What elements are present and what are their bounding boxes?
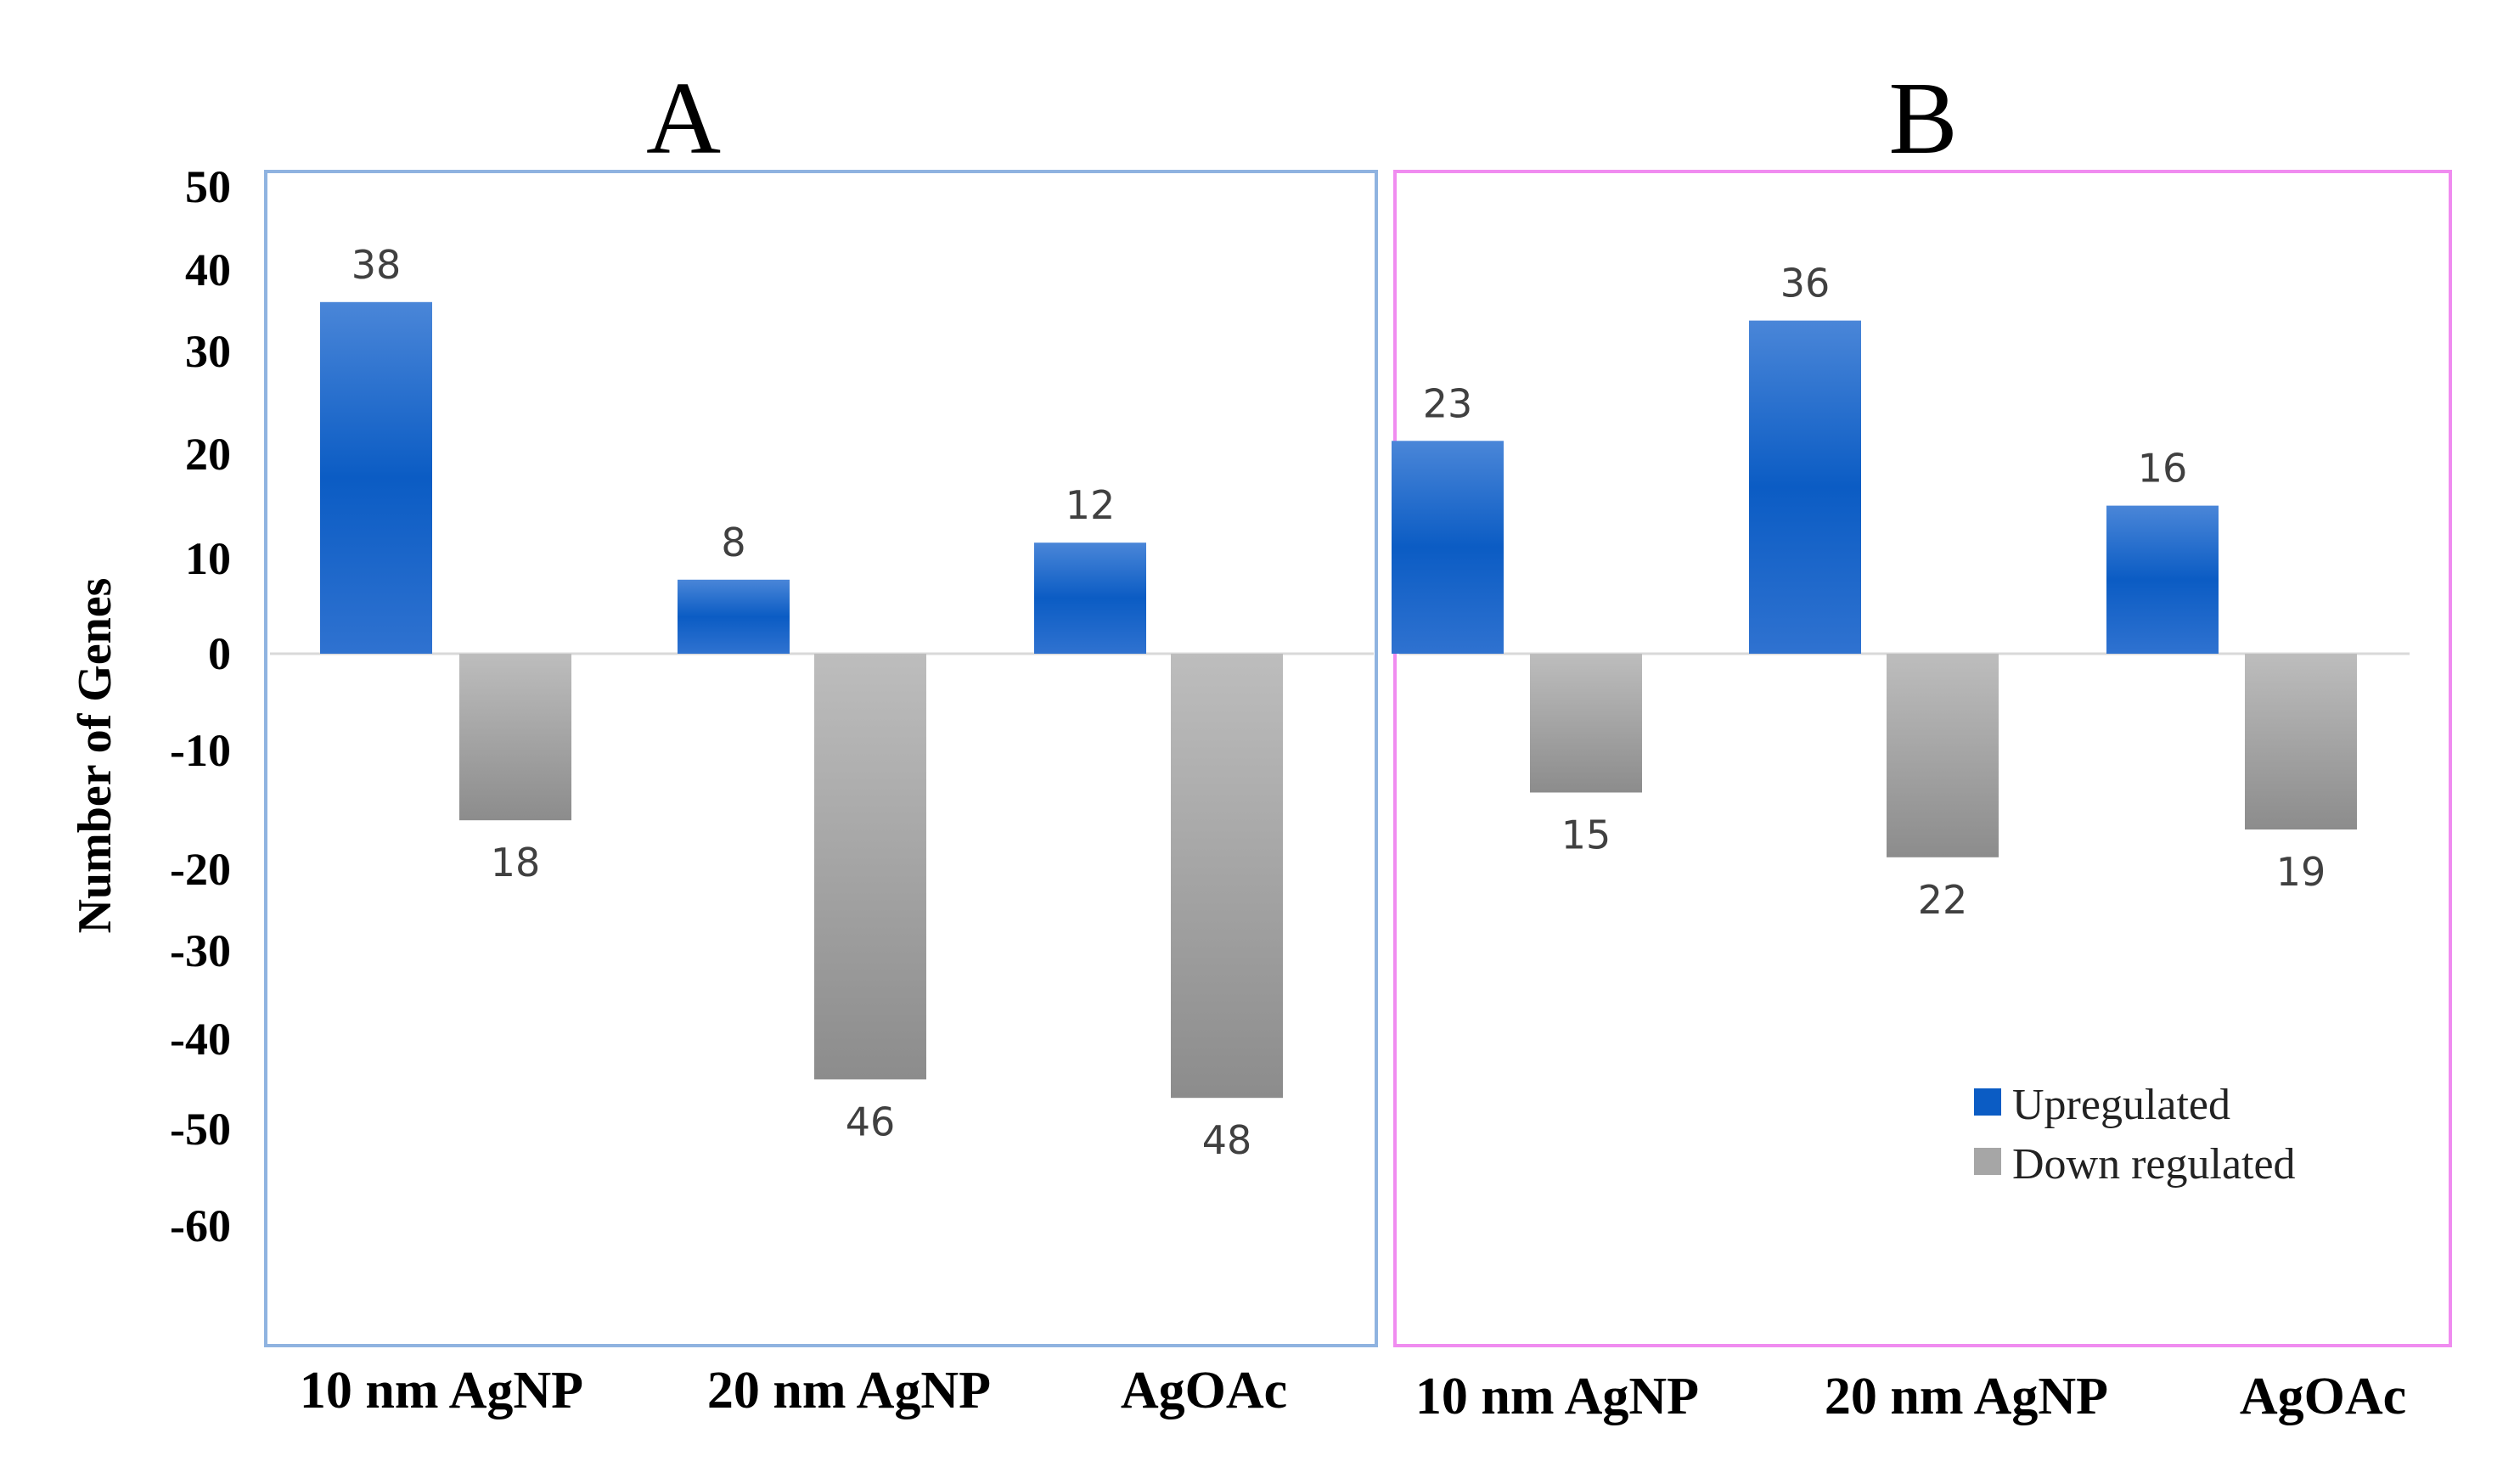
x-category-label-a-1: 10 nm AgNP [300, 1362, 583, 1419]
legend: Upregulated Down regulated [1974, 1081, 2296, 1189]
bar-upregulated [320, 301, 432, 654]
x-category-label-b-1: 10 nm AgNP [1415, 1368, 1699, 1425]
legend-swatch-upregulated [1974, 1088, 2001, 1116]
y-tick-label: -30 [170, 925, 231, 976]
legend-swatch-down-regulated [1974, 1148, 2001, 1175]
bar-down-regulated [1887, 654, 1999, 857]
bar-upregulated [678, 579, 790, 654]
y-tick-label: -40 [170, 1014, 231, 1065]
y-tick-label: 30 [185, 326, 231, 377]
bar-down-regulated [2245, 654, 2357, 830]
y-tick-label: 10 [185, 533, 231, 584]
bar-upregulated [1392, 441, 1504, 654]
bar-down-regulated [1530, 654, 1642, 793]
panel-a-frame [264, 170, 1378, 1347]
data-label-down-regulated: 48 [1202, 1117, 1252, 1163]
data-label-down-regulated: 19 [2276, 849, 2326, 895]
panel-a-title: A [646, 61, 721, 176]
bar-upregulated [1034, 542, 1146, 654]
data-label-upregulated: 36 [1780, 261, 1831, 306]
data-label-upregulated: 38 [352, 242, 402, 288]
y-tick-label: -20 [170, 844, 231, 895]
data-label-down-regulated: 46 [846, 1099, 896, 1144]
bar-down-regulated [459, 654, 571, 821]
data-label-upregulated: 16 [2138, 446, 2188, 492]
data-label-down-regulated: 15 [1561, 812, 1611, 858]
data-label-down-regulated: 22 [1918, 877, 1968, 923]
y-tick-label: 0 [208, 628, 231, 679]
y-tick-label: -10 [170, 725, 231, 776]
data-label-down-regulated: 18 [491, 840, 541, 885]
panel-b-title: B [1888, 61, 1957, 176]
y-tick-label: 20 [185, 429, 231, 480]
y-tick-label: -60 [170, 1200, 231, 1251]
data-label-upregulated: 12 [1066, 482, 1116, 528]
bars-layer: 38 18 8 46 12 48 23 15 36 22 16 19 [320, 242, 2357, 1163]
legend-label-upregulated: Upregulated [2012, 1081, 2230, 1129]
x-category-label-a-3: AgOAc [1121, 1362, 1287, 1419]
bar-down-regulated [1171, 654, 1283, 1099]
x-category-label-a-2: 20 nm AgNP [707, 1362, 991, 1419]
y-tick-label: 40 [185, 245, 231, 295]
x-category-label-b-3: AgOAc [2240, 1368, 2406, 1425]
bar-upregulated [2106, 505, 2219, 654]
y-axis-label: Number of Genes [69, 578, 121, 934]
data-label-upregulated: 23 [1423, 380, 1473, 426]
y-ticks: 50 40 30 20 10 0 -10 -20 -30 -40 -50 -60 [170, 161, 231, 1251]
panel-b-frame [1393, 170, 2452, 1347]
y-tick-label: -50 [170, 1104, 231, 1155]
bar-down-regulated [814, 654, 926, 1080]
y-tick-label: 50 [185, 161, 231, 212]
x-category-label-b-2: 20 nm AgNP [1825, 1368, 2108, 1425]
data-label-upregulated: 8 [721, 520, 745, 565]
bar-upregulated [1749, 320, 1861, 654]
legend-label-down-regulated: Down regulated [2012, 1140, 2296, 1189]
